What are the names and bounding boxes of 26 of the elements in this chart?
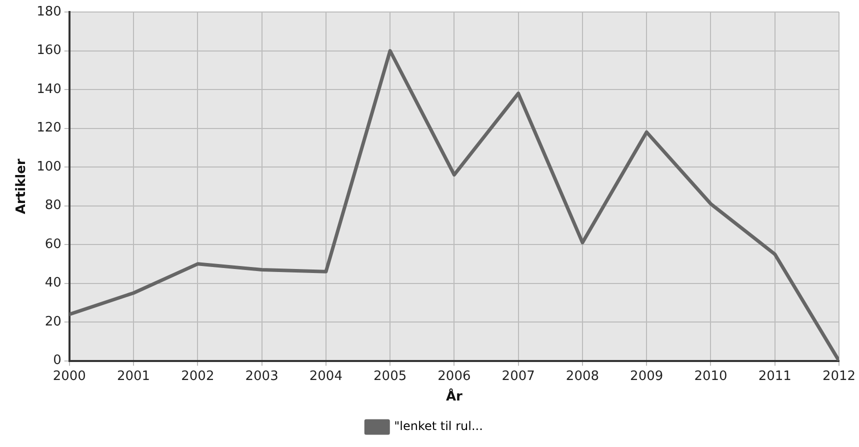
y-tick-label: 180 [36,4,62,20]
x-tick-label: 2008 [566,368,600,384]
x-tick-label: 2003 [245,368,278,384]
x-axis-title: År [446,388,464,405]
x-tick-label: 2004 [309,368,342,384]
x-tick-label: 2012 [822,368,856,384]
x-tick-label: 2007 [502,368,535,384]
y-tick-label: 120 [36,120,62,136]
x-tick-label: 2000 [52,368,86,384]
y-axis-title: Artikler [14,158,30,214]
y-tick-label: 100 [36,159,62,174]
y-tick-label: 40 [44,276,62,291]
y-tick-label: 140 [36,82,62,97]
x-tick-label: 2009 [630,368,664,384]
x-tick-label: 2001 [117,368,150,384]
legend-label: "lenket til rul... [394,419,483,434]
x-tick-label: 2011 [758,368,792,384]
x-tick-label: 2005 [374,368,407,384]
y-tick-label: 60 [44,236,62,252]
x-tick-label: 2002 [181,368,214,384]
y-tick-label: 80 [44,198,62,214]
x-tick-label: 2010 [694,368,728,384]
y-tick-label: 0 [53,353,62,368]
y-tick-label: 20 [44,314,62,330]
x-tick-label: 2006 [438,368,471,384]
y-tick-label: 160 [36,43,62,58]
